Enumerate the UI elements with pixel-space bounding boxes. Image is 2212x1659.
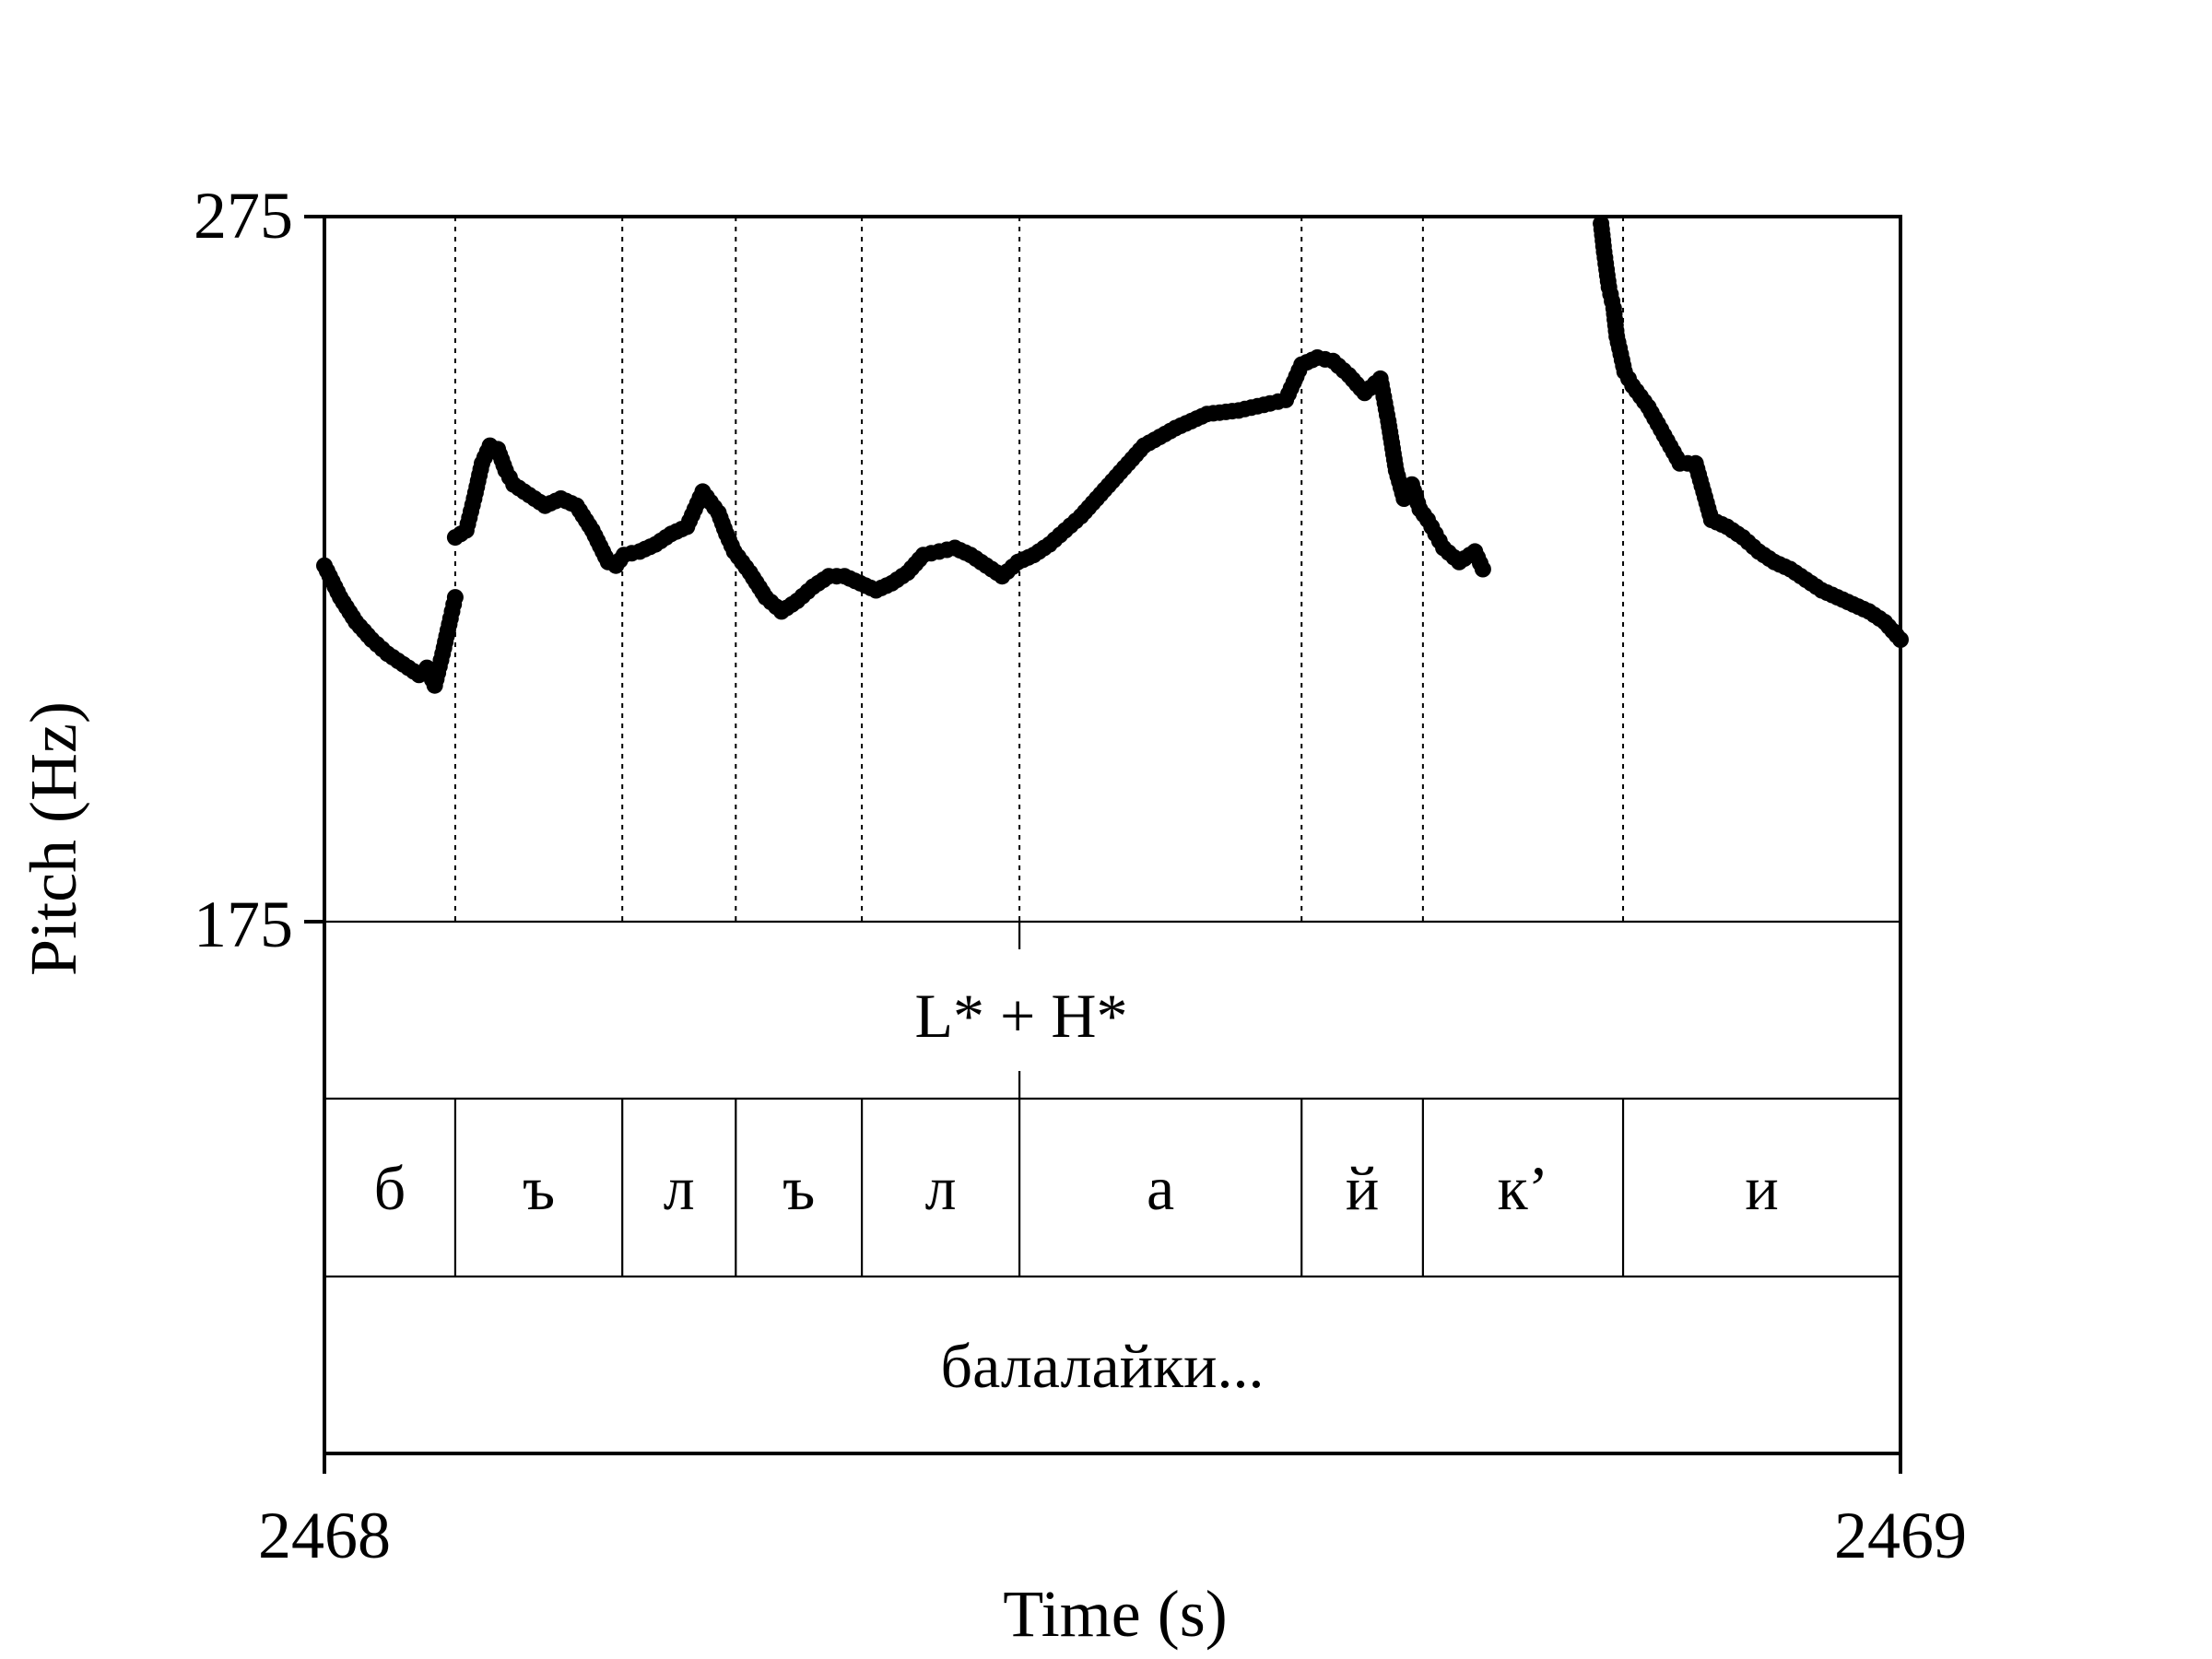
y-axis-title: Pitch (Hz) [17,701,90,976]
x-tick-label-left: 2468 [258,1499,391,1572]
y-tick-label-top: 275 [194,179,293,253]
segment-label: л [925,1153,957,1223]
segment-label: б [374,1153,406,1223]
segment-label: и [1745,1153,1778,1223]
segment-label: ъ [782,1153,815,1223]
tone-tier-label: L* + H* [915,981,1128,1051]
segment-label: ъ [523,1153,555,1223]
pitch-track [316,215,1909,694]
word-tier-label: балалайки... [940,1331,1264,1401]
segment-label: а [1147,1153,1174,1223]
y-tick-label-bottom: 175 [194,888,293,961]
pitch-point [446,589,464,606]
pitch-point [1474,560,1491,578]
chart-frame [304,215,1902,1474]
tier-grid [324,920,1900,1278]
segment-label: л [664,1153,695,1223]
x-axis-title: Time (s) [1003,1577,1227,1651]
segment-label: й [1346,1153,1379,1223]
segment-tier-labels: б ъ л ъ л а й к’ и [374,1153,1779,1223]
segment-label: к’ [1498,1153,1549,1223]
x-tick-label-right: 2469 [1834,1499,1967,1572]
plot-frame [323,215,1902,1455]
